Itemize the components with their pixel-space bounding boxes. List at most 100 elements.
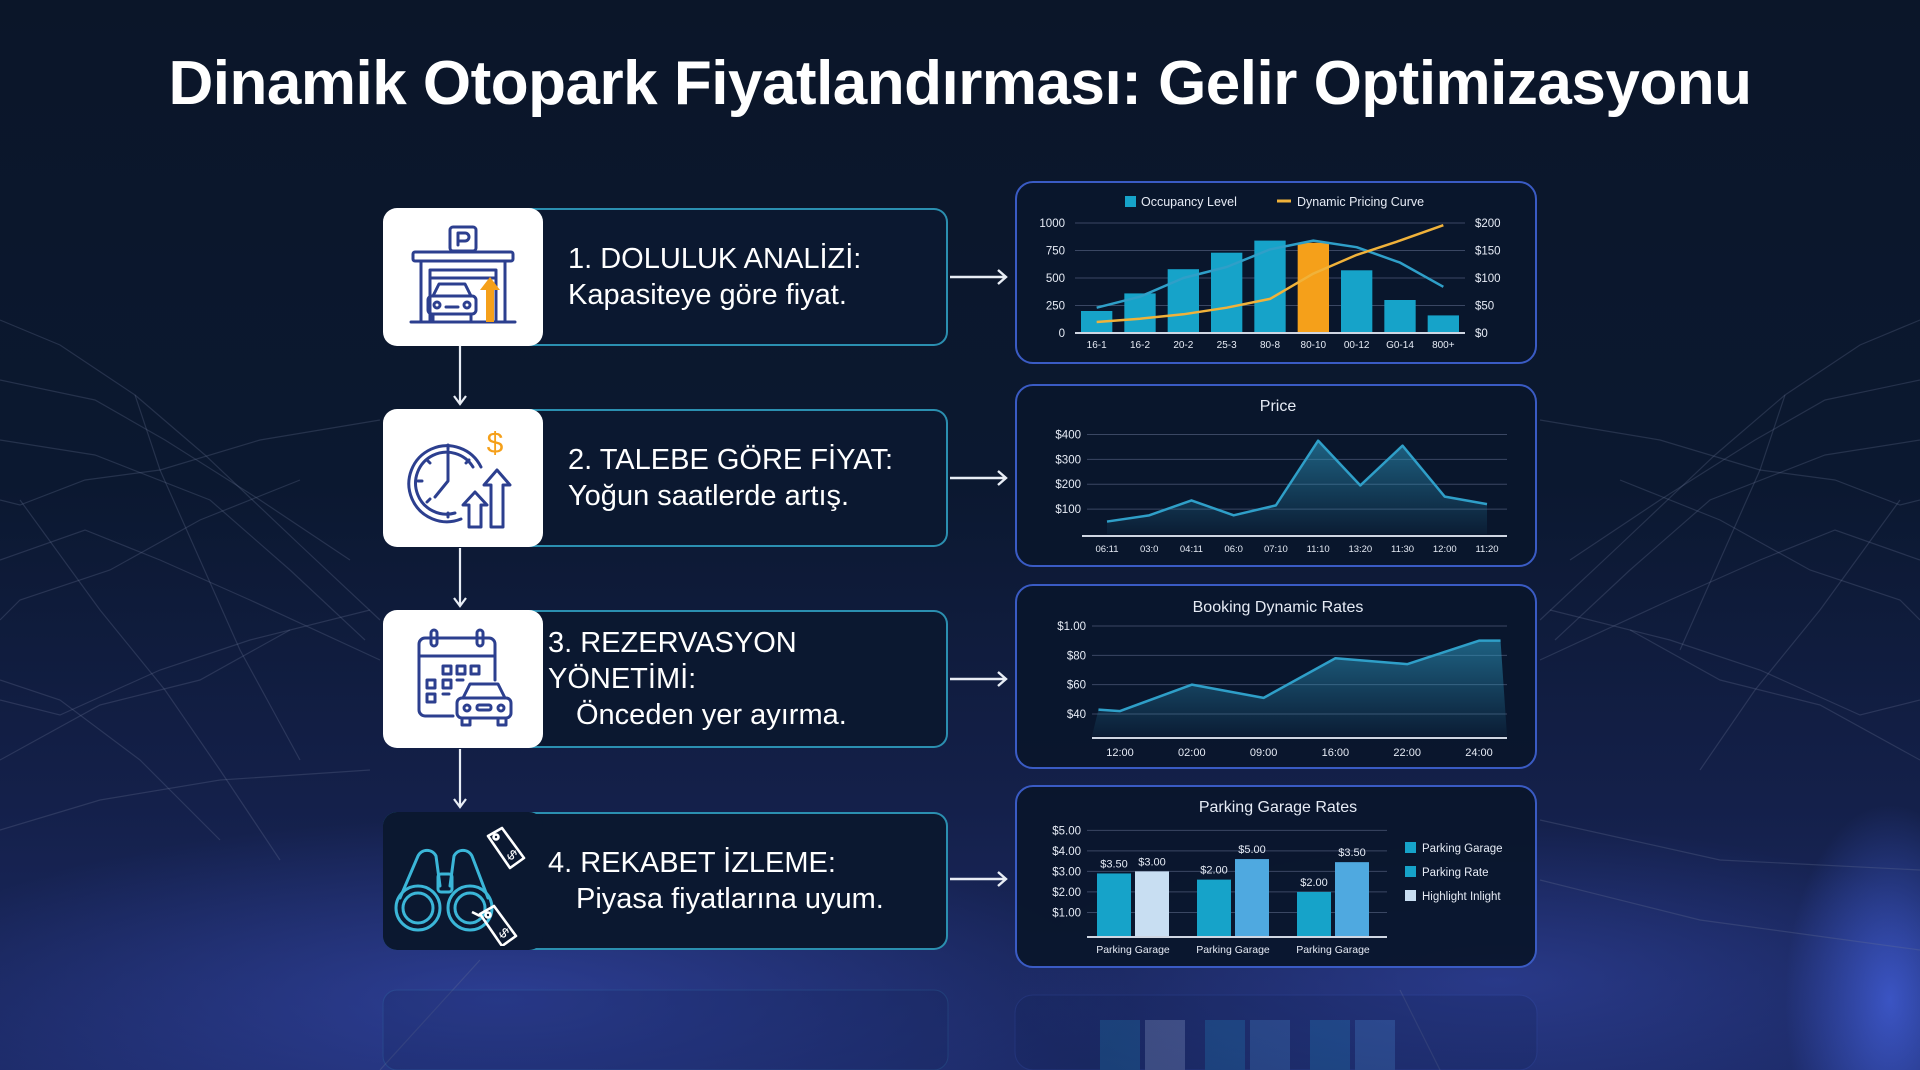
right-arrow-icon: [950, 269, 1008, 285]
y-tick-label: $60: [1067, 680, 1086, 692]
x-tick-label: 11:20: [1475, 544, 1498, 555]
bar-value-label: $5.00: [1238, 844, 1266, 856]
y-tick-label: $4.00: [1052, 846, 1081, 858]
y-tick-label: $80: [1067, 650, 1086, 662]
step-text: 1. DOLULUK ANALİZİ: Kapasiteye göre fiya…: [568, 208, 938, 346]
y-tick-label: $1.00: [1057, 621, 1086, 633]
y2-tick-label: $0: [1475, 328, 1488, 340]
occupancy-bar: [1211, 252, 1243, 333]
step-card-body: [493, 610, 948, 748]
y-tick-label: $200: [1055, 479, 1081, 491]
y-tick-label: 750: [1046, 246, 1065, 258]
step-icon-box: [383, 610, 543, 748]
rate-bar: [1135, 871, 1169, 937]
step-card-occupancy-analysis: 1. DOLULUK ANALİZİ: Kapasiteye göre fiya…: [383, 208, 948, 346]
step-card-body: [493, 208, 948, 346]
parking-garage-icon: [409, 225, 517, 324]
x-tick-label: 80-10: [1301, 340, 1327, 351]
chart-price: Price $100 $200 $300 $400 06:11 03:0 04:11 06:0 0…: [1015, 384, 1537, 567]
x-tick-label: 24:00: [1465, 747, 1493, 759]
step-heading: 4. REKABET İZLEME:: [548, 847, 836, 879]
step-heading: 1. DOLULUK ANALİZİ:: [568, 243, 862, 275]
chart-title: Parking Garage Rates: [1199, 799, 1357, 816]
step-subtitle: Kapasiteye göre fiyat.: [568, 279, 847, 311]
booking-line: [1098, 639, 1501, 713]
occupancy-bar: [1384, 300, 1416, 333]
rate-bar: [1235, 859, 1269, 937]
step-icon-box: [383, 208, 543, 346]
step-card-demand-pricing: $ 2. TALEBE GÖRE FİYAT: Yoğun saatlerde …: [383, 409, 948, 547]
x-tick-label: 13:20: [1348, 544, 1372, 555]
legend-label: Parking Garage: [1422, 843, 1503, 855]
x-tick-label: 06:11: [1095, 544, 1118, 555]
rate-bar: [1197, 879, 1231, 937]
y-tick-label: $2.00: [1052, 887, 1081, 899]
x-tick-label: Parking Garage: [1096, 944, 1170, 956]
x-tick-label: 80-8: [1260, 340, 1280, 351]
legend-label: Highlight Inlight: [1422, 891, 1501, 903]
page-title: Dinamik Otopark Fiyatlandırması: Gelir O…: [168, 49, 1752, 118]
right-arrow-icon: [950, 671, 1008, 687]
occupancy-bar-chart: Occupancy Level Dynamic Pricing Curve 0 250…: [1039, 195, 1501, 351]
x-tick-label: 22:00: [1393, 747, 1421, 759]
bar-value-label: $3.00: [1138, 856, 1166, 868]
binoculars-price-tags-icon: $ $: [394, 826, 526, 946]
x-tick-label: G0-14: [1386, 340, 1414, 351]
x-tick-label: 12:00: [1106, 747, 1134, 759]
x-tick-label: 16-2: [1130, 340, 1150, 351]
x-tick-label: 16-1: [1087, 340, 1107, 351]
y-tick-label: $5.00: [1052, 825, 1081, 837]
bar-value-label: $2.00: [1300, 877, 1328, 889]
price-line: [1106, 439, 1488, 523]
right-arrow-icon: [950, 871, 1008, 887]
y-tick-label: $300: [1055, 454, 1081, 466]
x-tick-label: 16:00: [1322, 747, 1350, 759]
calendar-car-icon: [417, 628, 513, 727]
bar-value-label: $3.50: [1100, 858, 1128, 870]
legend-swatch-occupancy: [1125, 196, 1136, 207]
bar-value-label: $3.50: [1338, 847, 1366, 859]
x-tick-label: 02:00: [1178, 747, 1206, 759]
legend-swatch: [1405, 866, 1416, 877]
step-heading: 2. TALEBE GÖRE FİYAT:: [568, 444, 894, 476]
chart-title: Price: [1260, 398, 1297, 415]
occupancy-bar: [1254, 240, 1286, 333]
x-tick-label: 00-12: [1344, 340, 1370, 351]
chart-booking-dynamic-rates: Booking Dynamic Rates $40 $60 $80 $1.00 12:00…: [1015, 584, 1537, 769]
y-tick-label: $400: [1055, 429, 1081, 441]
step-card-body: [493, 409, 948, 547]
y-tick-label: $40: [1067, 709, 1086, 721]
y-tick-label: $100: [1055, 504, 1081, 516]
step-subtitle: Önceden yer ayırma.: [576, 699, 847, 731]
garage-rates-bar-chart: Parking Garage Rates $1.00 $2.00 $3.00 $4.00…: [1052, 799, 1503, 956]
booking-area-chart: Booking Dynamic Rates $40 $60 $80 $1.00 12:00…: [1057, 599, 1507, 759]
x-tick-label: 25-3: [1217, 340, 1237, 351]
x-tick-label: 11:10: [1307, 544, 1330, 555]
x-tick-label: Parking Garage: [1196, 944, 1270, 956]
step-subtitle: Yoğun saatlerde artış.: [568, 480, 850, 512]
y2-tick-label: $150: [1475, 246, 1501, 258]
y-tick-label: $3.00: [1052, 866, 1081, 878]
clock-dollar-arrows-icon: $: [407, 427, 512, 529]
down-arrow-icon: [453, 548, 467, 608]
step-icon-box: $: [383, 409, 543, 547]
legend-swatch: [1405, 842, 1416, 853]
chart-occupancy-pricing: Occupancy Level Dynamic Pricing Curve 0 250…: [1015, 181, 1537, 364]
y-tick-label: 250: [1046, 301, 1065, 313]
svg-text:$: $: [487, 427, 504, 460]
legend-swatch: [1405, 890, 1416, 901]
x-tick-label: 09:00: [1250, 747, 1278, 759]
y2-tick-label: $200: [1475, 218, 1501, 230]
x-tick-label: 800+: [1432, 340, 1455, 351]
x-tick-label: 20-2: [1173, 340, 1193, 351]
chart-parking-garage-rates: Parking Garage Rates $1.00 $2.00 $3.00 $4.00…: [1015, 785, 1537, 968]
y-tick-label: 1000: [1039, 218, 1065, 230]
y-tick-label: 0: [1059, 328, 1065, 340]
occupancy-bar: [1297, 242, 1329, 333]
chart-title: Booking Dynamic Rates: [1193, 599, 1364, 616]
occupancy-bar: [1427, 315, 1459, 333]
x-tick-label: Parking Garage: [1296, 944, 1370, 956]
x-tick-label: 04:11: [1180, 544, 1203, 555]
step-card-reservation-management: 3. REZERVASYON YÖNETİMİ: Önceden yer ayı…: [383, 610, 948, 748]
